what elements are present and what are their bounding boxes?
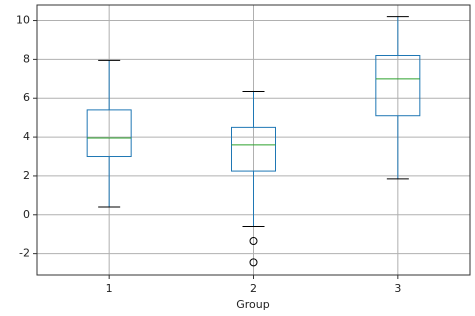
box bbox=[231, 126, 276, 172]
x-tick-label: 3 bbox=[394, 282, 401, 295]
plot-frame bbox=[36, 4, 471, 276]
x-tick-label: 2 bbox=[250, 282, 257, 295]
flier bbox=[249, 237, 258, 246]
y-tick-label: 0 bbox=[23, 208, 30, 221]
x-axis-label: Group bbox=[236, 298, 270, 311]
x-tick-label: 1 bbox=[106, 282, 113, 295]
y-tick-label: 6 bbox=[23, 91, 30, 104]
flier bbox=[249, 258, 258, 267]
y-tick-label: 2 bbox=[23, 169, 30, 182]
box bbox=[86, 109, 132, 158]
y-tick-label: 10 bbox=[16, 14, 30, 27]
y-tick-label: 4 bbox=[23, 130, 30, 143]
y-tick-label: 8 bbox=[23, 52, 30, 65]
y-tick-label: -2 bbox=[19, 247, 30, 260]
box bbox=[375, 55, 421, 117]
